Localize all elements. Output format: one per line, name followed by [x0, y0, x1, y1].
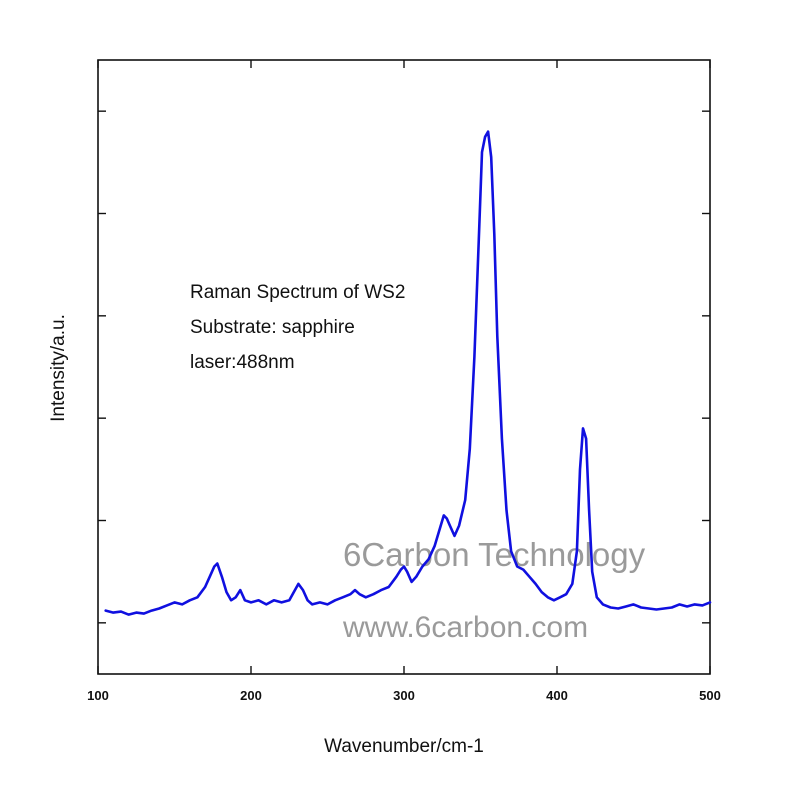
annotation-line-3: laser:488nm	[190, 352, 295, 373]
annotation-block: Raman Spectrum of WS2 Substrate: sapphir…	[190, 282, 405, 373]
y-axis-title: Intensity/a.u.	[48, 314, 69, 422]
watermark-company: 6Carbon Technology	[343, 536, 646, 573]
watermark: 6Carbon Technology www.6carbon.com	[342, 536, 646, 644]
spectrum-line	[104, 130, 712, 616]
x-axis-title: Wavenumber/cm-1	[324, 736, 484, 757]
x-tick-label-100: 100	[87, 688, 109, 703]
annotation-line-1: Raman Spectrum of WS2	[190, 282, 405, 303]
watermark-url: www.6carbon.com	[342, 611, 588, 644]
x-tick-label-300: 300	[393, 688, 415, 703]
axis-ticks	[97, 60, 711, 674]
annotation-line-2: Substrate: sapphire	[190, 317, 355, 338]
x-tick-labels: 100 200 300 400 500	[87, 688, 721, 703]
x-tick-label-500: 500	[699, 688, 721, 703]
x-tick-label-400: 400	[546, 688, 568, 703]
x-tick-label-200: 200	[240, 688, 262, 703]
